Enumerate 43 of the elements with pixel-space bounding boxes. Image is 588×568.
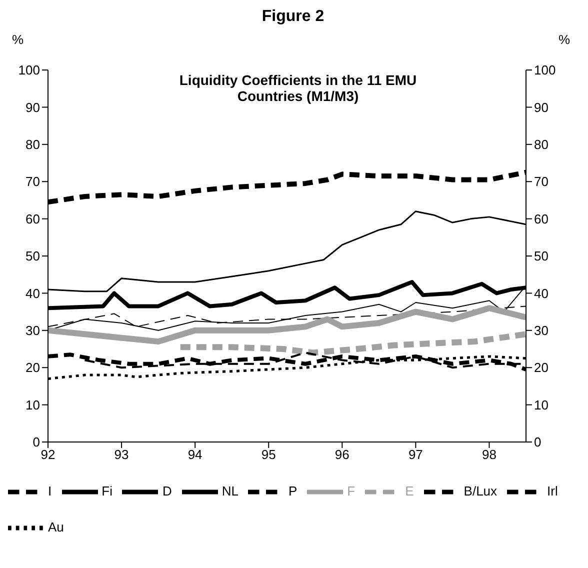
x-tick-label: 95 [261, 447, 276, 462]
y2-tick-label: 50 [534, 248, 548, 264]
y-tick-label: 50 [26, 248, 40, 264]
y2-axis-title: % [558, 32, 570, 47]
legend-label: B/Lux [464, 483, 498, 498]
legend-label: Au [48, 519, 64, 534]
x-tick-label: 96 [334, 447, 350, 462]
y2-tick-label: 40 [534, 286, 548, 301]
legend-label: E [405, 483, 414, 498]
x-tick-label: 92 [40, 447, 56, 462]
x-tick-label: 98 [482, 447, 496, 462]
chart-title: Figure 2 [260, 8, 326, 27]
y-tick-label: 100 [18, 62, 40, 78]
y2-tick-label: 20 [534, 360, 548, 376]
legend-label: I [48, 483, 52, 498]
legend-label: NL [222, 483, 238, 498]
y-tick-label: 80 [26, 137, 40, 152]
y-tick-label: 90 [26, 100, 40, 115]
y-tick-label: 20 [26, 360, 40, 376]
x-tick-label: 97 [408, 447, 423, 462]
y2-tick-label: 60 [534, 211, 548, 226]
y2-tick-label: 90 [534, 100, 548, 115]
text: Liquidity Coefficients in the 11 EMU Countries (M1/M3) [178, 72, 418, 104]
x-tick-label: 94 [188, 447, 202, 462]
y2-tick-label: 100 [534, 62, 556, 78]
y-axis-title: % [12, 32, 24, 47]
y2-tick-label: 0 [534, 434, 542, 450]
y-tick-label: 0 [32, 434, 40, 450]
y2-tick-label: 30 [534, 323, 548, 338]
x-tick-label: 93 [114, 447, 129, 462]
legend-label: F [347, 483, 356, 498]
y-tick-label: 70 [26, 174, 40, 190]
y-tick-label: 40 [26, 286, 40, 301]
legend-label: P [288, 483, 298, 498]
y-tick-label: 10 [26, 397, 40, 412]
y-tick-label: 60 [26, 211, 40, 226]
legend-label: Irl [547, 483, 558, 498]
y2-tick-label: 80 [534, 137, 548, 152]
y2-tick-label: 10 [534, 397, 548, 412]
legend-label: D [162, 483, 172, 498]
y-tick-label: 30 [26, 323, 40, 338]
y2-tick-label: 70 [534, 174, 548, 190]
legend-label: Fi [102, 483, 112, 498]
